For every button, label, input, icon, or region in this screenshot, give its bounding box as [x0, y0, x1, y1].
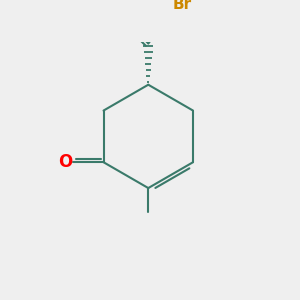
Text: O: O	[58, 153, 73, 171]
Text: Br: Br	[173, 0, 192, 12]
